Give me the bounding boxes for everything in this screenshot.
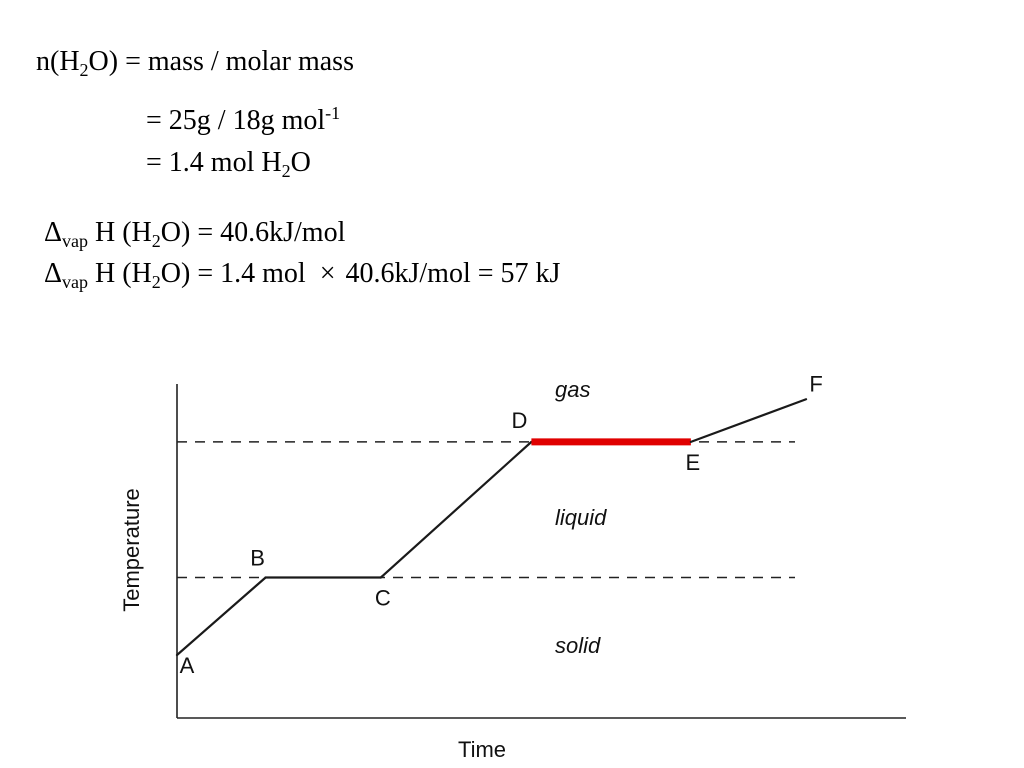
enthalpy-mid: H (H <box>88 217 152 248</box>
total-pre: O) = 1.4 mol <box>160 258 306 289</box>
point-label-D: D <box>511 408 527 433</box>
region-label-liquid: liquid <box>555 505 607 530</box>
y-axis-label: Temperature <box>119 488 144 612</box>
region-label-solid: solid <box>555 633 601 658</box>
subscript: 2 <box>151 272 161 292</box>
enthalpy-total-equation: Δvap H (H2O) = 1.4 mol × 40.6kJ/mol = 57 k… <box>44 257 560 291</box>
segment-CD <box>379 440 533 579</box>
point-label-A: A <box>180 653 195 678</box>
enthalpy-rest: O) = 40.6kJ/mol <box>160 217 346 248</box>
x-axis-label: Time <box>458 737 506 762</box>
point-label-C: C <box>375 586 391 611</box>
total-post: 40.6kJ/mol = 57 kJ <box>345 258 561 289</box>
result-rest: O <box>290 147 311 178</box>
subscript: 2 <box>79 60 89 80</box>
delta-symbol: Δ <box>44 217 63 248</box>
subscript: 2 <box>281 161 291 181</box>
subscript: 2 <box>151 231 161 251</box>
point-label-F: F <box>809 371 822 396</box>
curve-segments <box>175 398 808 657</box>
region-label-gas: gas <box>555 377 590 402</box>
moles-rest: O) = mass / molar mass <box>88 46 354 77</box>
vap-subscript: vap <box>62 231 89 251</box>
phase-boundary-lines <box>177 441 795 579</box>
mass-text: = 25g / 18g mol <box>146 105 326 136</box>
vap-subscript: vap <box>62 272 89 292</box>
times-symbol: × <box>319 258 336 289</box>
enthalpy-vap-equation: Δvap H (H2O) = 40.6kJ/mol <box>44 216 345 250</box>
segment-EF <box>689 398 808 443</box>
point-label-B: B <box>250 546 265 571</box>
point-labels: A B C D E F <box>180 371 823 678</box>
point-label-E: E <box>686 450 701 475</box>
segment-AB <box>175 576 267 657</box>
result-text: = 1.4 mol H <box>146 147 282 178</box>
moles-result: = 1.4 mol H2O <box>146 146 311 180</box>
total-mid: H (H <box>88 258 152 289</box>
mass-substitution: = 25g / 18g mol-1 <box>146 104 340 138</box>
delta-symbol: Δ <box>44 258 63 289</box>
superscript: -1 <box>325 103 341 123</box>
moles-prefix: n(H <box>36 46 80 77</box>
moles-equation: n(H2O) = mass / molar mass <box>36 45 354 79</box>
